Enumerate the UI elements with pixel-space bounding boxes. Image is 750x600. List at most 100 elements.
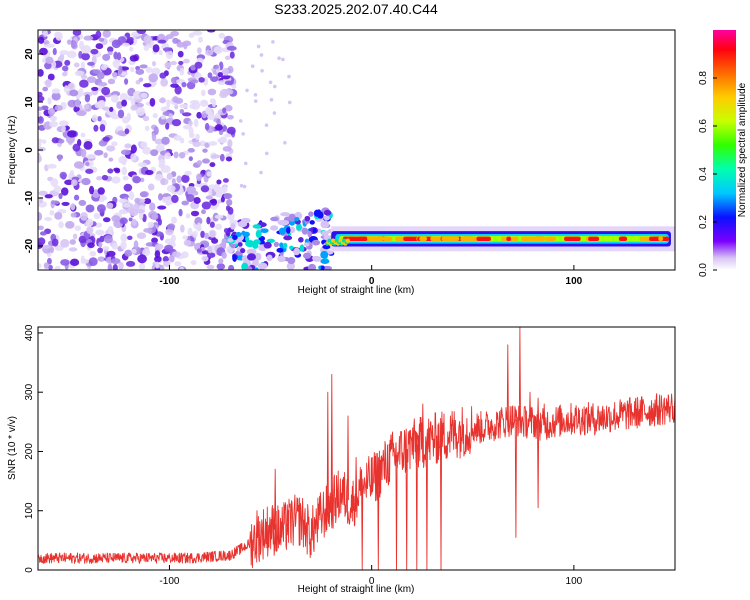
spectrogram-noise-blob xyxy=(61,201,70,207)
spectrogram-noise-blob xyxy=(47,97,52,105)
spectrogram-noise-blob xyxy=(219,136,227,143)
spectrogram-band-peak xyxy=(460,236,478,241)
spectrogram-noise-blob xyxy=(59,50,69,56)
spectrogram-noise-blob xyxy=(222,186,228,194)
spectrogram-transition-blob xyxy=(279,242,284,248)
spectrogram-noise-blob xyxy=(42,30,48,37)
spectrogram-noise-blob xyxy=(174,104,179,110)
spectrogram-noise-blob xyxy=(209,221,215,228)
spectrogram-noise-blob xyxy=(70,40,77,49)
x-tick-label: -100 xyxy=(159,576,179,587)
snr-panel: -100 0 100 0 100 200 300 400 Height of straigh… xyxy=(7,324,676,595)
spectrogram-band-peak xyxy=(618,236,627,241)
spectrogram-noise-blob xyxy=(157,218,162,226)
spectrogram-transition-blob xyxy=(230,223,236,230)
y-tick-label: 100 xyxy=(24,502,35,519)
spectrogram-noise-blob xyxy=(118,261,124,270)
snr-frame xyxy=(37,326,676,571)
spectrogram-transition-blob xyxy=(237,242,243,247)
spectrogram-transition-blob xyxy=(303,252,312,259)
spectrogram-band-peak xyxy=(419,236,427,241)
spectrogram-noise-blob xyxy=(120,241,127,250)
spectrogram-transition-blob xyxy=(301,227,309,235)
spectrogram-noise-blob xyxy=(52,47,57,56)
spectrogram-transition-blob xyxy=(227,237,234,243)
spectrogram-transition-blob xyxy=(286,226,291,234)
spectrogram-noise-dot xyxy=(287,74,291,79)
spectrogram-noise-blob xyxy=(189,103,197,109)
spectrogram-noise-blob xyxy=(210,154,221,159)
spectrogram-noise-blob xyxy=(76,110,87,117)
spectrogram-transition-blob xyxy=(240,217,251,224)
spectrogram-noise-blob xyxy=(195,133,200,141)
spectrogram-noise-dot xyxy=(245,88,249,93)
spectrogram-noise-blob xyxy=(95,229,105,236)
spectrogram-noise-blob xyxy=(158,158,166,167)
spectrogram-noise-blob xyxy=(161,136,170,145)
spectrogram-noise-blob xyxy=(69,169,75,177)
x-tick-label: 100 xyxy=(566,276,583,287)
spectrogram-noise-blob xyxy=(102,30,111,38)
spectrogram-noise-blob xyxy=(193,197,201,204)
spectrogram-transition-blob xyxy=(270,216,279,222)
spectrogram-noise-blob xyxy=(205,195,213,200)
spectrogram-noise-blob xyxy=(205,107,212,115)
spectrogram-noise-blob xyxy=(180,224,185,233)
spectrogram-noise-blob xyxy=(120,71,128,77)
spectrogram-noise-blob xyxy=(42,244,51,249)
spectrogram-noise-blob xyxy=(157,193,163,201)
spectrogram-noise-blob xyxy=(83,35,94,41)
spectrogram-noise-blob xyxy=(69,89,79,97)
spectrogram-noise-blob xyxy=(182,112,192,117)
y-tick-label: -20 xyxy=(24,238,35,253)
spectrogram-noise-blob xyxy=(43,262,50,269)
spectrogram-noise-blob xyxy=(68,247,78,252)
spectrogram-noise-blob xyxy=(58,138,65,144)
spectrogram-noise-blob xyxy=(167,223,176,230)
spectrogram-noise-blob xyxy=(110,94,119,103)
spectrogram-noise-blob xyxy=(79,79,89,88)
spectrogram-noise-blob xyxy=(38,237,46,246)
spectrogram-noise-blob xyxy=(132,90,143,100)
spectrogram-noise-blob xyxy=(133,240,139,250)
spectrogram-noise-blob xyxy=(96,71,105,80)
spectrogram-noise-blob xyxy=(81,52,91,61)
spectrogram-noise-blob xyxy=(73,194,80,201)
colorbar-ticks: 0.0 0.2 0.4 0.6 0.8 xyxy=(698,71,717,277)
spectrogram-noise-blob xyxy=(159,72,167,79)
spectrogram-noise-blob xyxy=(103,217,111,223)
spectrogram-band-peak xyxy=(658,236,664,241)
spectrogram-noise-blob xyxy=(162,111,171,116)
spectrogram-band-peak xyxy=(522,236,534,241)
spectrogram-band-peak xyxy=(588,236,600,241)
spectrogram-noise-blob xyxy=(213,64,219,70)
spectrogram-noise-blob xyxy=(190,64,196,71)
spectrogram-noise-blob xyxy=(65,220,75,229)
spectrogram-noise-dot xyxy=(283,140,287,145)
spectrogram-noise-blob xyxy=(42,139,47,144)
spectrogram-noise-blob xyxy=(38,111,42,117)
spectrogram-noise-blob xyxy=(69,239,76,245)
spectrogram-noise-blob xyxy=(73,106,80,113)
spectrogram-transition-blob xyxy=(276,247,284,253)
spectrogram-noise-blob xyxy=(102,136,110,142)
spectrogram-noise-blob xyxy=(162,256,169,263)
spectrogram-noise-blob xyxy=(95,30,102,39)
spectrogram-noise-blob xyxy=(135,102,144,108)
spectrogram-noise-blob xyxy=(74,98,81,108)
spectrogram-noise-blob xyxy=(38,212,43,221)
spectrogram-transition-blob xyxy=(312,255,320,261)
spectrogram-noise-blob xyxy=(139,177,145,183)
spectrogram-noise-dot xyxy=(287,100,292,105)
spectrogram-noise-blob xyxy=(128,217,133,222)
spectrogram-noise-blob xyxy=(38,95,45,103)
spectrogram-transition-blob xyxy=(293,247,301,256)
spectrogram-noise-blob xyxy=(155,144,165,153)
spectrogram-noise-dot xyxy=(272,111,277,115)
spectrogram-noise-blob xyxy=(112,263,118,270)
spectrogram-transition-blob xyxy=(323,215,330,221)
spectrogram-noise-blob xyxy=(134,197,141,204)
x-tick-label: -100 xyxy=(159,276,179,287)
y-tick-label: 10 xyxy=(24,96,35,108)
spectrogram-noise-blob xyxy=(189,100,200,105)
